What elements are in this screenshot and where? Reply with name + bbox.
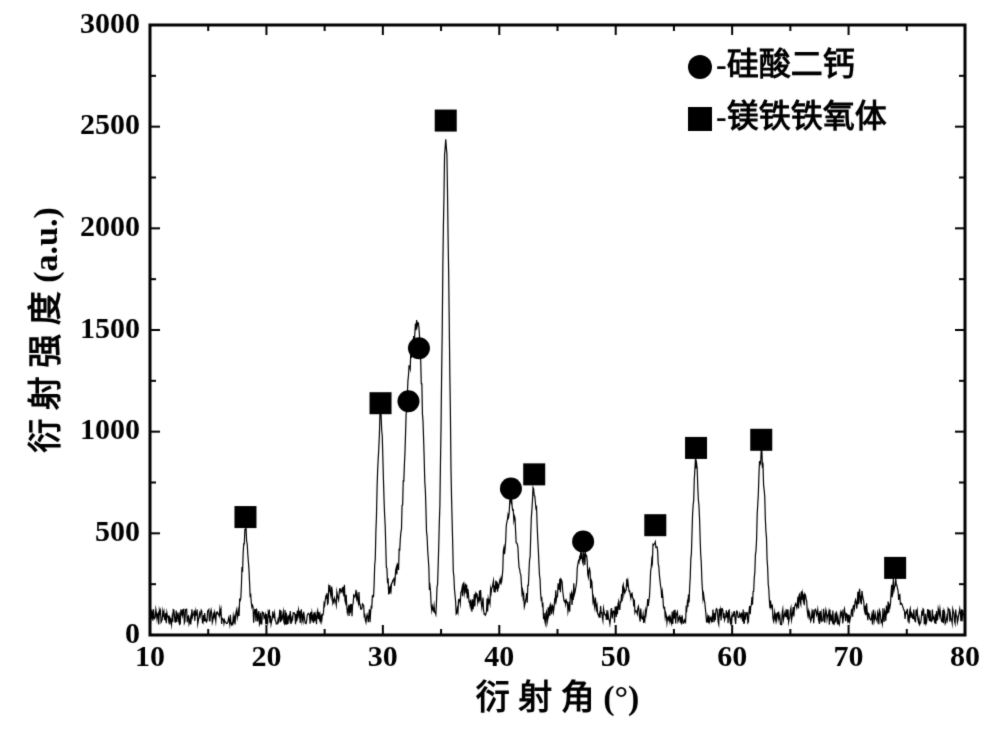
xrd-chart: 衍 射 角 (°) 衍 射 强 度 (a.u.) [0, 0, 1000, 747]
chart-canvas [0, 0, 1000, 747]
